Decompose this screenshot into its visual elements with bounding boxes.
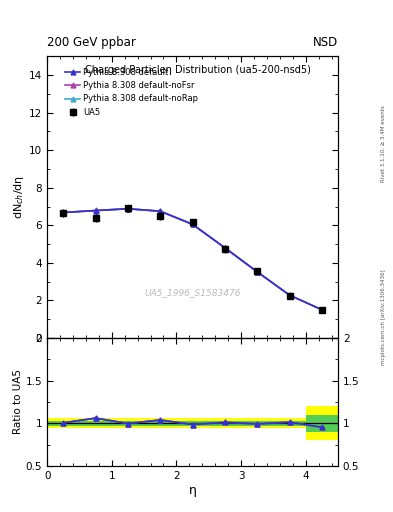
- Pythia 8.308 default-noFsr: [287, 292, 292, 298]
- Pythia 8.308 default-noRap: [287, 292, 292, 298]
- Pythia 8.308 default-noFsr: [158, 208, 163, 215]
- Pythia 8.308 default-noFsr: [255, 269, 259, 275]
- Line: Pythia 8.308 default-noFsr: Pythia 8.308 default-noFsr: [61, 206, 324, 312]
- Pythia 8.308 default-noFsr: [190, 221, 195, 227]
- Pythia 8.308 default: [222, 245, 227, 251]
- Pythia 8.308 default-noRap: [190, 221, 195, 227]
- Pythia 8.308 default: [255, 269, 259, 275]
- Text: Charged Particleη Distribution (ua5-200-nsd5): Charged Particleη Distribution (ua5-200-…: [85, 65, 311, 75]
- Text: 200 GeV ppbar: 200 GeV ppbar: [47, 36, 136, 49]
- Legend: Pythia 8.308 default, Pythia 8.308 default-noFsr, Pythia 8.308 default-noRap, UA: Pythia 8.308 default, Pythia 8.308 defau…: [62, 65, 202, 120]
- Line: Pythia 8.308 default-noRap: Pythia 8.308 default-noRap: [61, 206, 324, 312]
- Line: Pythia 8.308 default: Pythia 8.308 default: [61, 206, 324, 312]
- Pythia 8.308 default: [320, 307, 324, 313]
- Pythia 8.308 default-noRap: [222, 245, 227, 251]
- Pythia 8.308 default-noRap: [126, 206, 130, 212]
- Pythia 8.308 default-noRap: [61, 209, 66, 216]
- Text: NSD: NSD: [313, 36, 338, 49]
- Pythia 8.308 default-noFsr: [222, 245, 227, 251]
- Pythia 8.308 default-noFsr: [61, 209, 66, 216]
- Pythia 8.308 default: [126, 206, 130, 212]
- Pythia 8.308 default-noRap: [255, 269, 259, 275]
- Pythia 8.308 default: [93, 207, 98, 214]
- Text: Rivet 3.1.10, ≥ 3.4M events: Rivet 3.1.10, ≥ 3.4M events: [381, 105, 386, 182]
- Pythia 8.308 default: [61, 209, 66, 216]
- Pythia 8.308 default-noFsr: [320, 307, 324, 313]
- Text: UA5_1996_S1583476: UA5_1996_S1583476: [144, 288, 241, 297]
- Y-axis label: Ratio to UA5: Ratio to UA5: [13, 370, 23, 434]
- Pythia 8.308 default: [190, 221, 195, 227]
- X-axis label: η: η: [189, 483, 196, 497]
- Pythia 8.308 default: [287, 292, 292, 298]
- Pythia 8.308 default-noRap: [93, 207, 98, 214]
- Y-axis label: dN$_{ch}$/dη: dN$_{ch}$/dη: [12, 175, 26, 219]
- Text: mcplots.cern.ch [arXiv:1306.3436]: mcplots.cern.ch [arXiv:1306.3436]: [381, 270, 386, 365]
- Pythia 8.308 default: [158, 208, 163, 215]
- Pythia 8.308 default-noRap: [320, 307, 324, 313]
- Pythia 8.308 default-noFsr: [126, 206, 130, 212]
- Pythia 8.308 default-noRap: [158, 208, 163, 215]
- Pythia 8.308 default-noFsr: [93, 207, 98, 214]
